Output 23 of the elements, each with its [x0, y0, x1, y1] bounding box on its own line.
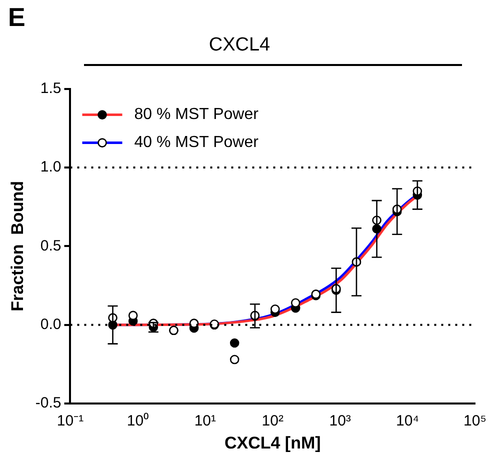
x-tick-label: 10⁻¹	[56, 412, 84, 430]
y-tick-label: 0.5	[40, 237, 62, 254]
x-tick-label: 10¹	[194, 412, 216, 430]
y-tick-label: -0.5	[35, 394, 62, 412]
point	[230, 354, 240, 364]
point	[230, 338, 240, 348]
y-tick-label: 1.5	[40, 80, 62, 97]
point	[128, 310, 138, 320]
x-tick-label: 10³	[329, 412, 351, 430]
y-axis-title: Fraction Bound	[8, 181, 27, 312]
text: E	[8, 2, 26, 33]
legend-label: 80 % MST Power	[134, 106, 260, 124]
y-tick-label: 1.0	[40, 158, 62, 176]
legend-label: 40 % MST Power	[134, 134, 260, 152]
x-axis-title: CXCL4 [nM]	[224, 433, 321, 452]
x-tick-label: 10²	[262, 412, 284, 430]
y-tick-label: 0.0	[40, 316, 62, 334]
chart-title: CXCL4	[208, 34, 271, 56]
point	[189, 318, 199, 328]
x-tick-label: 10⁴	[396, 412, 420, 430]
x-tick-label: 10⁵	[464, 412, 486, 430]
point	[290, 298, 300, 308]
x-tick-label: 10⁰	[126, 412, 149, 430]
